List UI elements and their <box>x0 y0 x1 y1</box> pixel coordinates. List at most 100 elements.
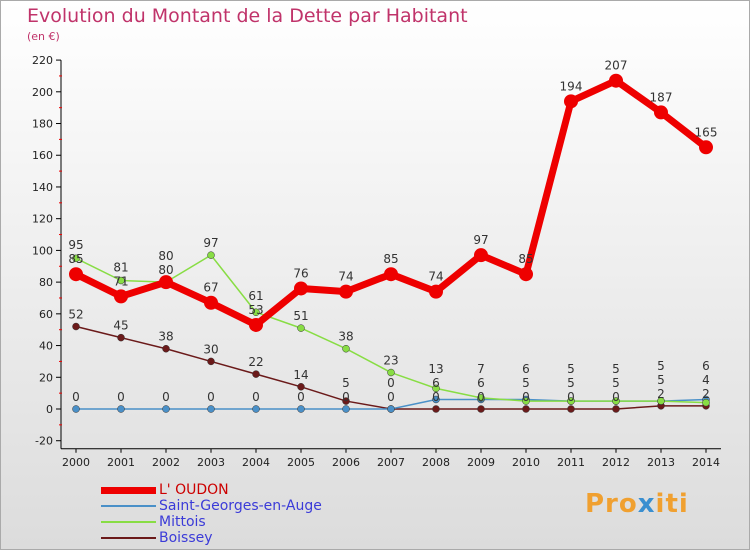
data-point <box>72 405 80 413</box>
data-point <box>609 73 623 88</box>
data-point <box>432 395 440 404</box>
x-tick-label: 2006 <box>332 456 360 469</box>
data-label: 207 <box>605 59 628 73</box>
data-label: 0 <box>387 390 395 404</box>
y-tick-label: 40 <box>39 340 53 353</box>
x-tick-label: 2000 <box>62 456 90 469</box>
data-label: 80 <box>158 263 173 277</box>
data-label: 6 <box>477 376 485 390</box>
data-label: 5 <box>522 376 530 390</box>
data-point <box>249 317 263 332</box>
data-label: 81 <box>113 260 128 274</box>
data-point <box>474 248 488 263</box>
data-label: 0 <box>387 376 395 390</box>
data-point <box>387 405 395 413</box>
legend-label: Saint-Georges-en-Auge <box>159 498 322 514</box>
data-label: 7 <box>477 362 485 376</box>
data-label: 30 <box>203 342 218 356</box>
data-point <box>252 370 260 378</box>
y-tick-label: 220 <box>32 54 53 67</box>
data-point <box>384 267 398 282</box>
data-label: 2 <box>657 387 665 401</box>
data-label: 85 <box>518 252 533 266</box>
data-point <box>69 267 83 282</box>
data-point <box>117 405 125 413</box>
legend-item: L' OUDON <box>101 482 322 498</box>
data-point <box>519 267 533 282</box>
data-label: 71 <box>113 274 128 288</box>
x-tick-label: 2009 <box>467 456 495 469</box>
y-tick-label: 140 <box>32 181 53 194</box>
data-label: 5 <box>342 376 350 390</box>
data-point <box>342 405 350 413</box>
data-label: 85 <box>383 252 398 266</box>
data-label: 13 <box>428 362 443 376</box>
data-point <box>387 368 395 377</box>
data-point <box>207 357 215 366</box>
data-point <box>432 384 440 393</box>
data-label: 0 <box>567 390 575 404</box>
data-label: 0 <box>297 390 305 404</box>
legend-label: Mittois <box>159 514 206 530</box>
data-point <box>159 275 173 290</box>
data-point <box>339 284 353 299</box>
data-label: 5 <box>567 362 575 376</box>
data-point <box>297 383 305 391</box>
data-point <box>522 405 530 413</box>
data-label: 0 <box>72 390 80 404</box>
data-label: 74 <box>428 270 443 284</box>
data-point <box>207 405 215 413</box>
x-tick-label: 2014 <box>692 456 720 469</box>
proxiti-logo: Proxiti <box>585 489 689 519</box>
data-point <box>429 284 443 299</box>
legend-label: Boissey <box>159 530 213 546</box>
data-label: 194 <box>560 79 583 93</box>
data-label: 14 <box>293 368 308 382</box>
data-label: 4 <box>702 373 710 387</box>
data-point <box>567 397 575 405</box>
y-tick-label: 20 <box>39 371 53 384</box>
y-tick-label: -20 <box>35 435 53 448</box>
x-tick-label: 2004 <box>242 456 270 469</box>
y-tick-label: 80 <box>39 276 53 289</box>
x-tick-label: 2008 <box>422 456 450 469</box>
data-point <box>162 405 170 413</box>
legend-swatch <box>101 537 156 539</box>
data-label: 0 <box>432 390 440 404</box>
data-point <box>612 397 620 405</box>
y-unit-label: (en €) <box>27 30 60 43</box>
data-label: 5 <box>612 362 620 376</box>
data-label: 0 <box>117 390 125 404</box>
data-point <box>204 295 218 310</box>
data-label: 5 <box>657 373 665 387</box>
data-point <box>294 281 308 296</box>
x-tick-label: 2010 <box>512 456 540 469</box>
data-point <box>654 105 668 120</box>
legend-item: Mittois <box>101 514 322 530</box>
x-tick-label: 2002 <box>152 456 180 469</box>
data-label: 76 <box>293 266 308 280</box>
data-label: 95 <box>68 238 83 252</box>
legend: L' OUDON Saint-Georges-en-Auge Mittois Bois… <box>101 482 322 546</box>
data-label: 53 <box>248 303 263 317</box>
data-point <box>162 344 170 353</box>
data-label: 61 <box>248 289 263 303</box>
data-point <box>252 405 260 413</box>
x-tick-label: 2007 <box>377 456 405 469</box>
legend-swatch <box>101 486 156 494</box>
data-label: 187 <box>650 90 673 104</box>
data-point <box>702 398 710 407</box>
legend-swatch <box>101 505 156 507</box>
data-label: 80 <box>158 249 173 263</box>
data-label: 0 <box>612 390 620 404</box>
legend-item: Saint-Georges-en-Auge <box>101 498 322 514</box>
y-tick-label: 0 <box>46 403 53 416</box>
data-point <box>117 276 125 285</box>
data-point <box>432 405 440 413</box>
x-tick-label: 2003 <box>197 456 225 469</box>
data-point <box>252 308 260 317</box>
data-label: 85 <box>68 252 83 266</box>
data-label: 38 <box>338 330 353 344</box>
